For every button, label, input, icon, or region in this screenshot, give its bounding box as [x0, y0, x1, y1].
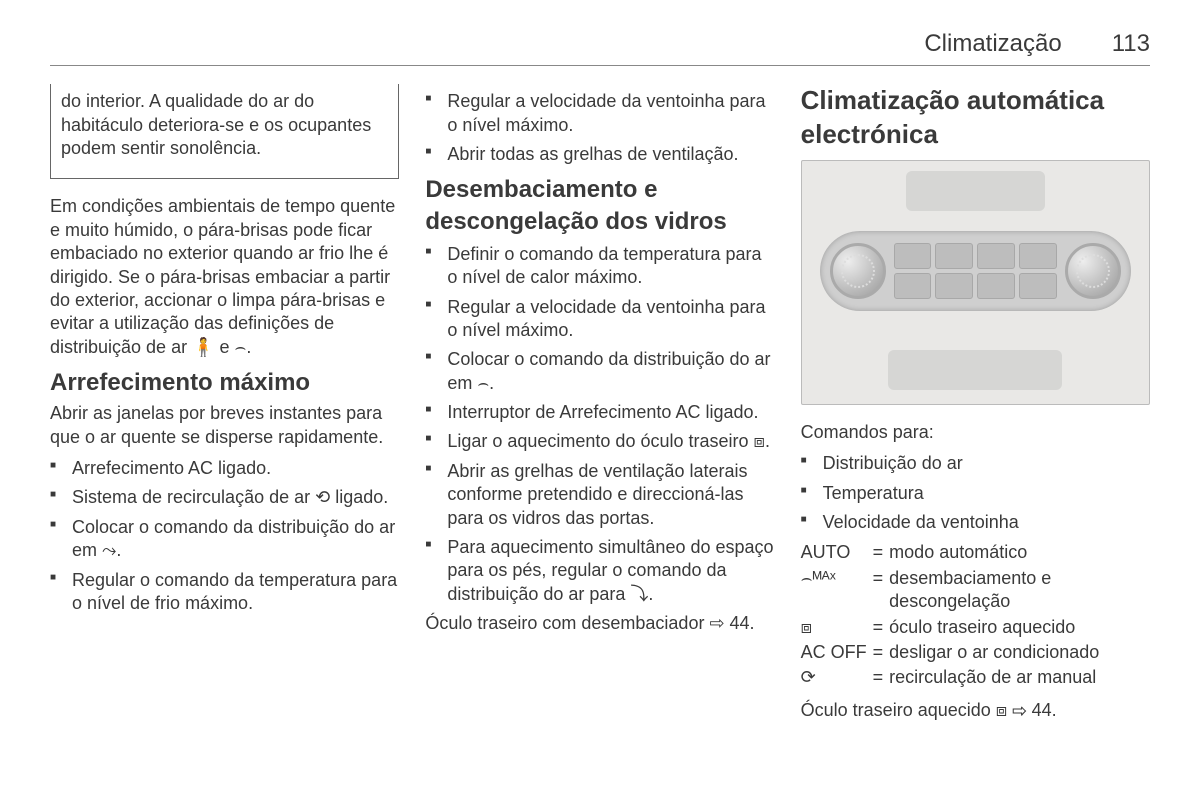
legend-value: óculo traseiro aquecido	[889, 615, 1150, 640]
legend-key: ⧈	[801, 615, 873, 640]
col1-heading: Arrefecimento máximo	[50, 367, 399, 398]
legend-key: AC OFF	[801, 640, 873, 665]
list-item: Velocidade da ventoinha	[819, 511, 1150, 534]
climate-control-figure	[801, 160, 1150, 405]
list-item: Abrir todas as grelhas de ventilação.	[443, 143, 774, 166]
col2-list: Definir o comando da temperatura para o …	[425, 243, 774, 606]
list-item: Colocar o comando da distribuição do ar …	[443, 348, 774, 395]
panel-button-icon	[935, 273, 973, 299]
legend-eq: =	[873, 540, 890, 565]
list-item: Regular o comando da temperatura para o …	[68, 569, 399, 616]
col2-footer-ref: Óculo traseiro com desembaciador ⇨ 44.	[425, 612, 774, 635]
left-dial-icon	[830, 243, 886, 299]
list-item: Regular a velocidade da ventoinha para o…	[443, 296, 774, 343]
column-2: Regular a velocidade da ventoinha para o…	[425, 84, 774, 730]
col2-heading: Desembaciamento e descongelação dos vidr…	[425, 174, 774, 236]
col3-section-title: Climatização automática electrónica	[801, 84, 1150, 152]
col1-list: Arrefecimento AC ligado. Sistema de reci…	[50, 457, 399, 615]
header-section-title: Climatização	[924, 28, 1061, 59]
list-item: Definir o comando da temperatura para o …	[443, 243, 774, 290]
center-buttons	[894, 243, 1057, 299]
legend-eq: =	[873, 566, 890, 615]
page-header: Climatização 113	[50, 28, 1150, 66]
legend-key: ⟳	[801, 665, 873, 690]
table-row: ⟳ = recirculação de ar manual	[801, 665, 1150, 690]
figure-bg-bottom	[888, 350, 1062, 390]
legend-value: desligar o ar condicionado	[889, 640, 1150, 665]
figure-bg-top	[906, 171, 1045, 211]
climate-panel	[820, 231, 1131, 311]
comandos-label: Comandos para:	[801, 421, 1150, 444]
column-3: Climatização automática electrónica	[801, 84, 1150, 730]
list-item: Abrir as grelhas de ventilação laterais …	[443, 460, 774, 530]
list-item: Para aquecimento simultâneo do espaço pa…	[443, 536, 774, 606]
list-item: Sistema de recirculação de ar ⟲ ligado.	[68, 486, 399, 509]
list-item: Arrefecimento AC ligado.	[68, 457, 399, 480]
panel-button-icon	[977, 243, 1015, 269]
legend-eq: =	[873, 640, 890, 665]
list-item: Colocar o comando da distribuição do ar …	[68, 516, 399, 563]
panel-button-icon	[977, 273, 1015, 299]
table-row: AUTO = modo automático	[801, 540, 1150, 565]
legend-key: AUTO	[801, 540, 873, 565]
panel-button-icon	[894, 243, 932, 269]
list-item: Ligar o aquecimento do óculo traseiro ⧈.	[443, 430, 774, 453]
legend-value: modo automático	[889, 540, 1150, 565]
legend-value: recirculação de ar manual	[889, 665, 1150, 690]
right-dial-icon	[1065, 243, 1121, 299]
table-row: ⌢ᴹᴬˣ = desembaciamento e descongelação	[801, 566, 1150, 615]
col3-comandos-list: Distribuição do ar Temperatura Velocidad…	[801, 452, 1150, 534]
list-item: Interruptor de Arrefecimento AC ligado.	[443, 401, 774, 424]
panel-button-icon	[1019, 243, 1057, 269]
table-row: AC OFF = desligar o ar condicionado	[801, 640, 1150, 665]
panel-button-icon	[1019, 273, 1057, 299]
col2-top-list: Regular a velocidade da ventoinha para o…	[425, 90, 774, 166]
header-page-number: 113	[1112, 28, 1150, 59]
legend-eq: =	[873, 665, 890, 690]
column-1: do interior. A qualidade do ar do habitá…	[50, 84, 399, 730]
table-row: ⧈ = óculo traseiro aquecido	[801, 615, 1150, 640]
legend-value: desembaciamento e descongelação	[889, 566, 1150, 615]
panel-button-icon	[894, 273, 932, 299]
content-columns: do interior. A qualidade do ar do habitá…	[50, 84, 1150, 730]
box-text: do interior. A qualidade do ar do habitá…	[61, 90, 388, 160]
legend-eq: =	[873, 615, 890, 640]
panel-button-icon	[935, 243, 973, 269]
list-item: Distribuição do ar	[819, 452, 1150, 475]
legend-table: AUTO = modo automático ⌢ᴹᴬˣ = desembacia…	[801, 540, 1150, 690]
list-item: Regular a velocidade da ventoinha para o…	[443, 90, 774, 137]
col1-paragraph-2: Abrir as janelas por breves instantes pa…	[50, 402, 399, 449]
col3-footer-ref: Óculo traseiro aquecido ⧈ ⇨ 44.	[801, 699, 1150, 722]
list-item: Temperatura	[819, 482, 1150, 505]
legend-key: ⌢ᴹᴬˣ	[801, 566, 873, 615]
warning-continuation-box: do interior. A qualidade do ar do habitá…	[50, 84, 399, 179]
col1-paragraph-1: Em condições ambientais de tempo quente …	[50, 195, 399, 359]
